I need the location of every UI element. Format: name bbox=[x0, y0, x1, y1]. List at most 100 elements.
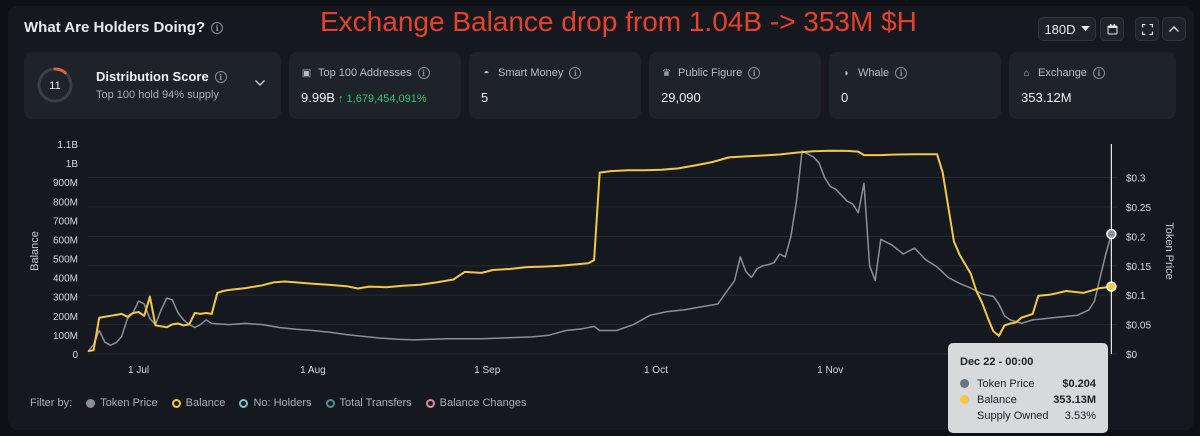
legend-label: Balance bbox=[185, 397, 226, 409]
chart-grid bbox=[88, 177, 1117, 355]
y2-tick-label: $0.3 bbox=[1126, 174, 1146, 185]
range-select[interactable]: 180D bbox=[1038, 17, 1096, 41]
balance-changes-dot-icon bbox=[425, 398, 435, 408]
card-label: Exchange bbox=[1038, 67, 1087, 79]
expand-icon bbox=[1141, 23, 1153, 35]
y-tick-label: 500M bbox=[53, 255, 78, 266]
y-tick-label: 600M bbox=[53, 235, 78, 246]
legend-balance-changes[interactable]: Balance Changes bbox=[425, 397, 527, 409]
legend-holders[interactable]: No: Holders bbox=[239, 397, 312, 409]
distribution-subtitle: Top 100 hold 94% supply bbox=[96, 89, 219, 101]
token-price-dot-icon bbox=[86, 398, 96, 408]
x-tick-label: 1 Jul bbox=[128, 365, 149, 376]
y2-tick-label: $0.25 bbox=[1126, 203, 1151, 214]
y-tick-label: 900M bbox=[53, 178, 78, 189]
tooltip-row-supply: Supply Owned 3.53% bbox=[977, 410, 1096, 422]
y-tick-label: 0 bbox=[72, 350, 78, 361]
tooltip-label: Token Price bbox=[977, 378, 1035, 390]
distribution-title: Distribution Score bbox=[96, 69, 209, 84]
x-tick-label: 1 Nov bbox=[817, 365, 843, 376]
wallet-icon: ▣ bbox=[301, 67, 312, 79]
y-tick-label: 200M bbox=[53, 312, 78, 323]
y2-tick-label: $0.05 bbox=[1126, 321, 1151, 332]
y-axis-label: Balance bbox=[29, 231, 41, 271]
panel-header: What Are Holders Doing? i bbox=[24, 19, 224, 36]
legend-label: Total Transfers bbox=[339, 397, 412, 409]
card-value: 0 bbox=[841, 90, 849, 105]
y-tick-label: 800M bbox=[53, 197, 78, 208]
chevron-down-icon[interactable] bbox=[255, 80, 265, 86]
info-icon[interactable]: i bbox=[895, 67, 908, 79]
y2-tick-label: $0 bbox=[1126, 350, 1138, 361]
legend-balance[interactable]: Balance bbox=[171, 397, 226, 409]
chart-markers bbox=[1106, 228, 1117, 292]
token-price-hover-marker bbox=[1106, 228, 1117, 240]
price-dot-icon bbox=[960, 379, 969, 388]
bank-icon: ⌂ bbox=[1023, 67, 1030, 79]
info-icon[interactable]: i bbox=[748, 67, 761, 79]
legend-label: Balance Changes bbox=[439, 397, 527, 409]
balance-dot-icon bbox=[171, 398, 181, 408]
tooltip-value: 353.13M bbox=[1053, 394, 1096, 406]
card-label: Public Figure bbox=[678, 67, 743, 79]
collapse-button[interactable] bbox=[1162, 17, 1186, 41]
exchange-card[interactable]: ⌂ Exchange i 353.12M bbox=[1009, 52, 1176, 119]
y2-axis-label: Token Price bbox=[1163, 222, 1175, 279]
card-label: Smart Money bbox=[498, 67, 564, 79]
legend-token-price[interactable]: Token Price bbox=[86, 397, 158, 409]
y-axis-ticks: 0 100M 200M 300M 400M 500M 600M 700M 800M 900M 1B 1… bbox=[53, 140, 78, 361]
change-badge: ↑ 1,679,454,091% bbox=[337, 93, 427, 105]
y-tick-label: 700M bbox=[53, 216, 78, 227]
top100-card[interactable]: ▣ Top 100 Addresses i 9.99B ↑ 1,679,454,091… bbox=[289, 52, 461, 119]
whale-icon: ◗ bbox=[843, 67, 850, 79]
info-icon[interactable]: i bbox=[417, 67, 430, 79]
y2-tick-label: $0.15 bbox=[1126, 262, 1151, 273]
expand-button[interactable] bbox=[1135, 17, 1159, 41]
y-tick-label: 300M bbox=[53, 293, 78, 304]
page-title: What Are Holders Doing? bbox=[24, 19, 206, 36]
card-label: Top 100 Addresses bbox=[318, 67, 412, 79]
card-value: 5 bbox=[481, 90, 489, 105]
tooltip-label: Supply Owned bbox=[977, 410, 1049, 422]
holders-dot-icon bbox=[239, 398, 249, 408]
whale-card[interactable]: ◗ Whale i 0 bbox=[829, 52, 1001, 119]
distribution-score-card[interactable]: 11 Distribution Score i Top 100 hold 94%… bbox=[24, 52, 281, 119]
legend: Filter by: Token Price Balance No: Holde… bbox=[30, 397, 527, 409]
card-value: 353.12M bbox=[1021, 90, 1072, 105]
calendar-icon bbox=[1107, 23, 1117, 34]
tooltip-date: Dec 22 - 00:00 bbox=[960, 356, 1034, 368]
brain-icon: ◓ bbox=[483, 67, 490, 79]
y2-axis-ticks: $0 $0.05 $0.1 $0.15 $0.2 $0.25 $0.3 bbox=[1126, 174, 1151, 361]
distribution-score-value: 11 bbox=[49, 80, 60, 92]
transfers-dot-icon bbox=[325, 398, 335, 408]
x-tick-label: 1 Sep bbox=[474, 365, 501, 376]
tooltip-value: 3.53% bbox=[1064, 410, 1096, 422]
y2-tick-label: $0.2 bbox=[1126, 232, 1146, 243]
y-tick-label: 1.1B bbox=[57, 140, 78, 151]
card-value: 29,090 bbox=[661, 90, 701, 105]
y-tick-label: 400M bbox=[53, 274, 78, 285]
info-icon[interactable]: i bbox=[211, 21, 224, 34]
smart-money-card[interactable]: ◓ Smart Money i 5 bbox=[469, 52, 641, 119]
chart-series bbox=[87, 149, 1113, 353]
calendar-button[interactable] bbox=[1100, 17, 1124, 41]
info-icon[interactable]: i bbox=[214, 70, 227, 83]
legend-prefix: Filter by: bbox=[30, 397, 73, 409]
balance-dot-icon bbox=[960, 395, 969, 404]
x-tick-label: 1 Oct bbox=[644, 365, 668, 376]
y-tick-label: 1B bbox=[66, 159, 79, 170]
person-icon: ♛ bbox=[662, 67, 671, 79]
legend-transfers[interactable]: Total Transfers bbox=[325, 397, 412, 409]
info-icon[interactable]: i bbox=[1092, 67, 1105, 79]
tooltip-value: $0.204 bbox=[1062, 378, 1096, 390]
card-value: 9.99B bbox=[301, 90, 335, 105]
public-figure-card[interactable]: ♛ Public Figure i 29,090 bbox=[649, 52, 821, 119]
info-icon[interactable]: i bbox=[569, 67, 582, 79]
tooltip-row-price: Token Price $0.204 bbox=[960, 378, 1096, 390]
balance-series-line bbox=[87, 149, 1112, 353]
tooltip-row-balance: Balance 353.13M bbox=[960, 394, 1096, 406]
range-value: 180D bbox=[1044, 21, 1076, 37]
token-price-series-line bbox=[87, 150, 1113, 353]
tooltip-label: Balance bbox=[977, 394, 1017, 406]
